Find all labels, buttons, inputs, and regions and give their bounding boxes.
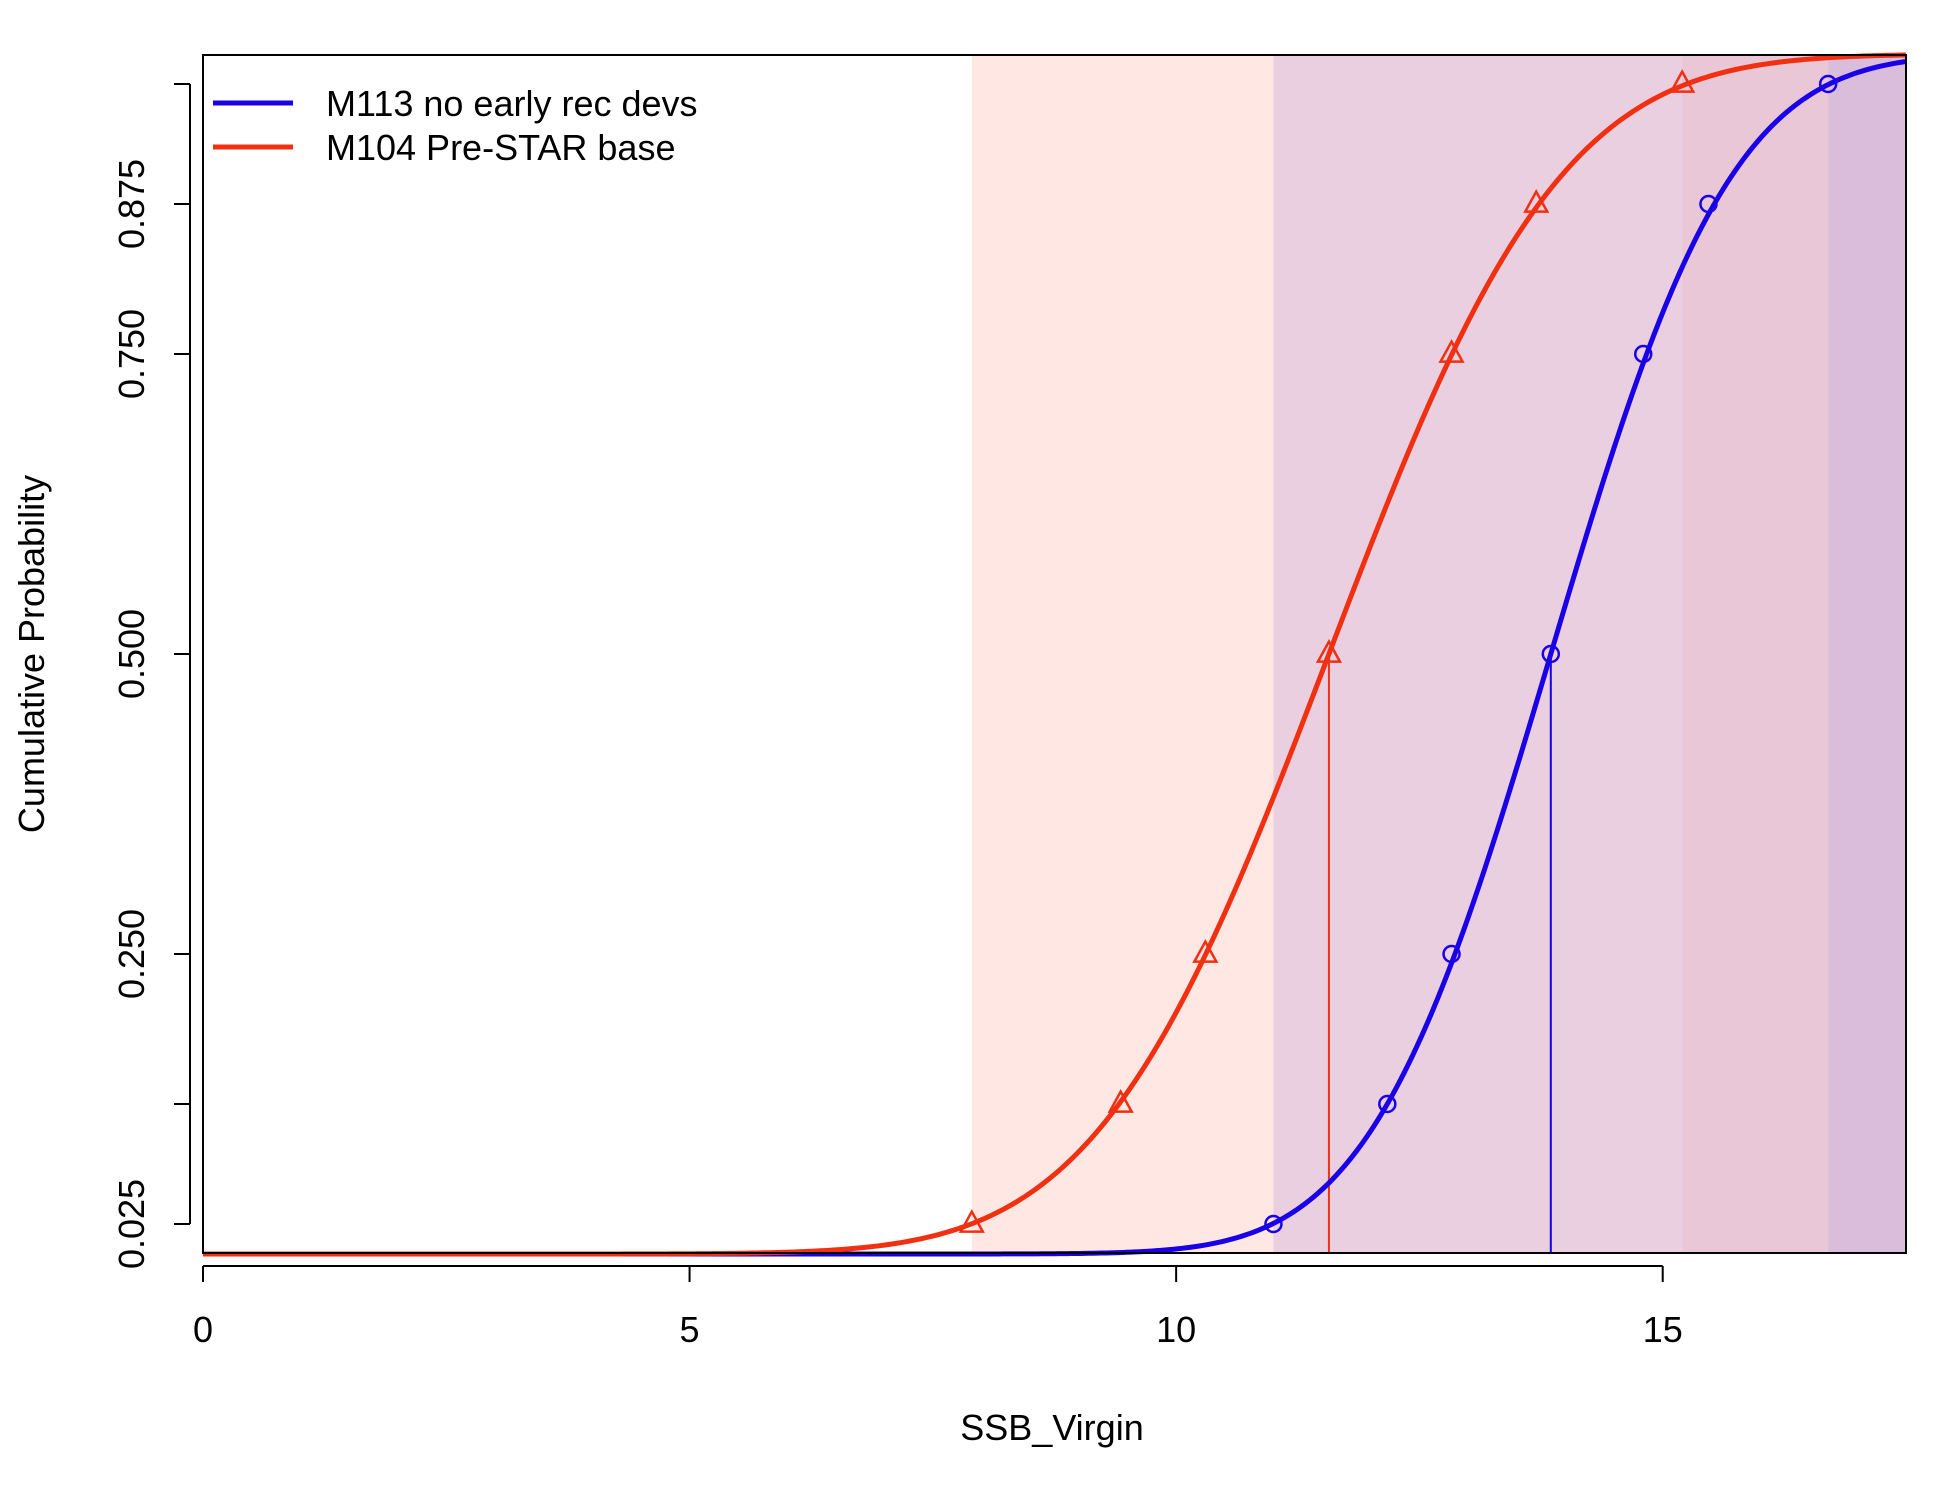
quantile-fill-bands — [971, 56, 1906, 1252]
marker-series-1-2 — [1378, 1094, 1397, 1114]
y-axis-label: Cumulative Probability — [11, 475, 52, 833]
y-tick-label: 0.500 — [111, 609, 152, 699]
marker-series-1-3 — [1442, 944, 1461, 964]
x-tick-label: 5 — [680, 1309, 700, 1350]
x-axis: 0 5 10 15 — [193, 1265, 1683, 1350]
fill-band-series-1-2 — [1828, 56, 1906, 1252]
x-tick-label: 10 — [1156, 1309, 1196, 1350]
marker-series-1-1 — [1264, 1214, 1283, 1234]
legend-label-series-1: M113 no early rec devs — [326, 83, 698, 124]
marker-series-2-1 — [958, 1209, 985, 1233]
legend: M113 no early rec devs M104 Pre-STAR bas… — [213, 83, 698, 168]
quantile-markers — [958, 69, 1838, 1234]
marker-series-2-6 — [1523, 189, 1550, 213]
marker-series-1-4 — [1541, 644, 1561, 664]
x-tick-label: 15 — [1643, 1309, 1683, 1350]
y-tick-label: 0.875 — [111, 159, 152, 249]
x-tick-label: 0 — [193, 1309, 213, 1350]
y-tick-label: 0.750 — [111, 309, 152, 399]
median-lines — [1327, 654, 1552, 1253]
legend-label-series-2: M104 Pre-STAR base — [326, 127, 675, 168]
marker-series-2-3 — [1192, 939, 1219, 963]
y-tick-label: 0.250 — [111, 909, 152, 999]
marker-series-2-5 — [1438, 339, 1465, 363]
plot-frame — [202, 54, 1907, 1254]
y-tick-label: 0.025 — [111, 1179, 152, 1269]
marker-series-1-5 — [1634, 344, 1653, 364]
marker-series-2-2 — [1107, 1089, 1134, 1113]
marker-series-2-4 — [1315, 639, 1343, 663]
marker-series-2-7 — [1669, 69, 1696, 93]
y-axis: 0.025 0.250 0.500 0.750 0.875 — [111, 83, 191, 1269]
marker-series-1-7 — [1818, 74, 1838, 94]
marker-series-1-6 — [1699, 194, 1718, 214]
x-axis-label: SSB_Virgin — [960, 1407, 1143, 1448]
